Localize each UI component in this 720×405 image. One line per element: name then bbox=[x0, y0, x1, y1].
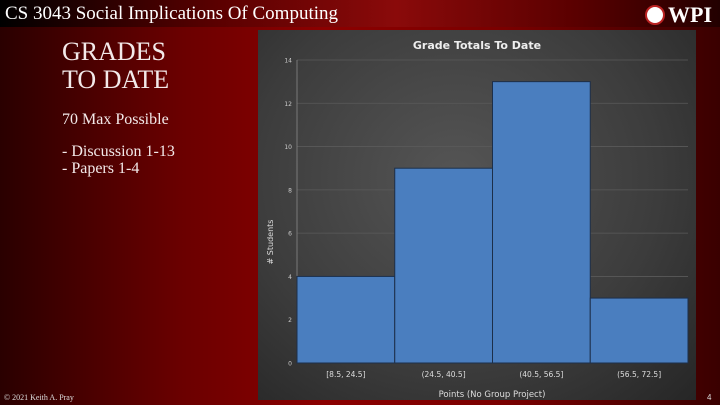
y-tick-label: 6 bbox=[288, 231, 292, 238]
bar bbox=[492, 81, 591, 364]
x-tick-label: (24.5, 40.5] bbox=[422, 370, 466, 379]
list-item: - Papers 1-4 bbox=[62, 160, 140, 177]
bar bbox=[394, 167, 493, 364]
slide-title: GRADES TO DATE bbox=[62, 38, 169, 94]
y-tick-label: 4 bbox=[288, 274, 292, 281]
x-tick-label: [8.5, 24.5] bbox=[326, 370, 365, 379]
title-line: TO DATE bbox=[62, 65, 170, 94]
logo-text: WPI bbox=[668, 2, 712, 27]
chart-title: Grade Totals To Date bbox=[413, 39, 541, 52]
y-axis-label: # Students bbox=[266, 220, 275, 265]
max-possible: 70 Max Possible bbox=[62, 111, 169, 128]
list-item: - Discussion 1-13 bbox=[62, 143, 175, 160]
y-tick-label: 12 bbox=[284, 101, 292, 108]
chart-svg: Grade Totals To Date # Students Points (… bbox=[266, 39, 689, 400]
bar bbox=[296, 275, 396, 364]
x-tick-label: (56.5, 72.5] bbox=[617, 370, 661, 379]
slide-header: CS 3043 Social Implications Of Computing… bbox=[0, 0, 720, 27]
copyright: © 2021 Keith A. Pray bbox=[4, 393, 74, 402]
title-line: GRADES bbox=[62, 37, 167, 66]
chart: Grade Totals To Date # Students Points (… bbox=[258, 30, 696, 400]
seal-icon bbox=[645, 5, 665, 25]
y-tick-label: 10 bbox=[284, 144, 292, 151]
wpi-logo: WPI bbox=[645, 2, 712, 28]
y-tick-label: 8 bbox=[288, 187, 292, 194]
y-tick-label: 0 bbox=[288, 361, 292, 368]
y-tick-label: 2 bbox=[288, 317, 292, 324]
y-tick-label: 14 bbox=[284, 58, 292, 65]
page-number: 4 bbox=[707, 393, 712, 402]
course-title: CS 3043 Social Implications Of Computing bbox=[5, 3, 339, 24]
x-axis-label: Points (No Group Project) bbox=[439, 390, 546, 400]
x-tick-label: (40.5, 56.5] bbox=[519, 370, 563, 379]
bar bbox=[589, 297, 689, 364]
